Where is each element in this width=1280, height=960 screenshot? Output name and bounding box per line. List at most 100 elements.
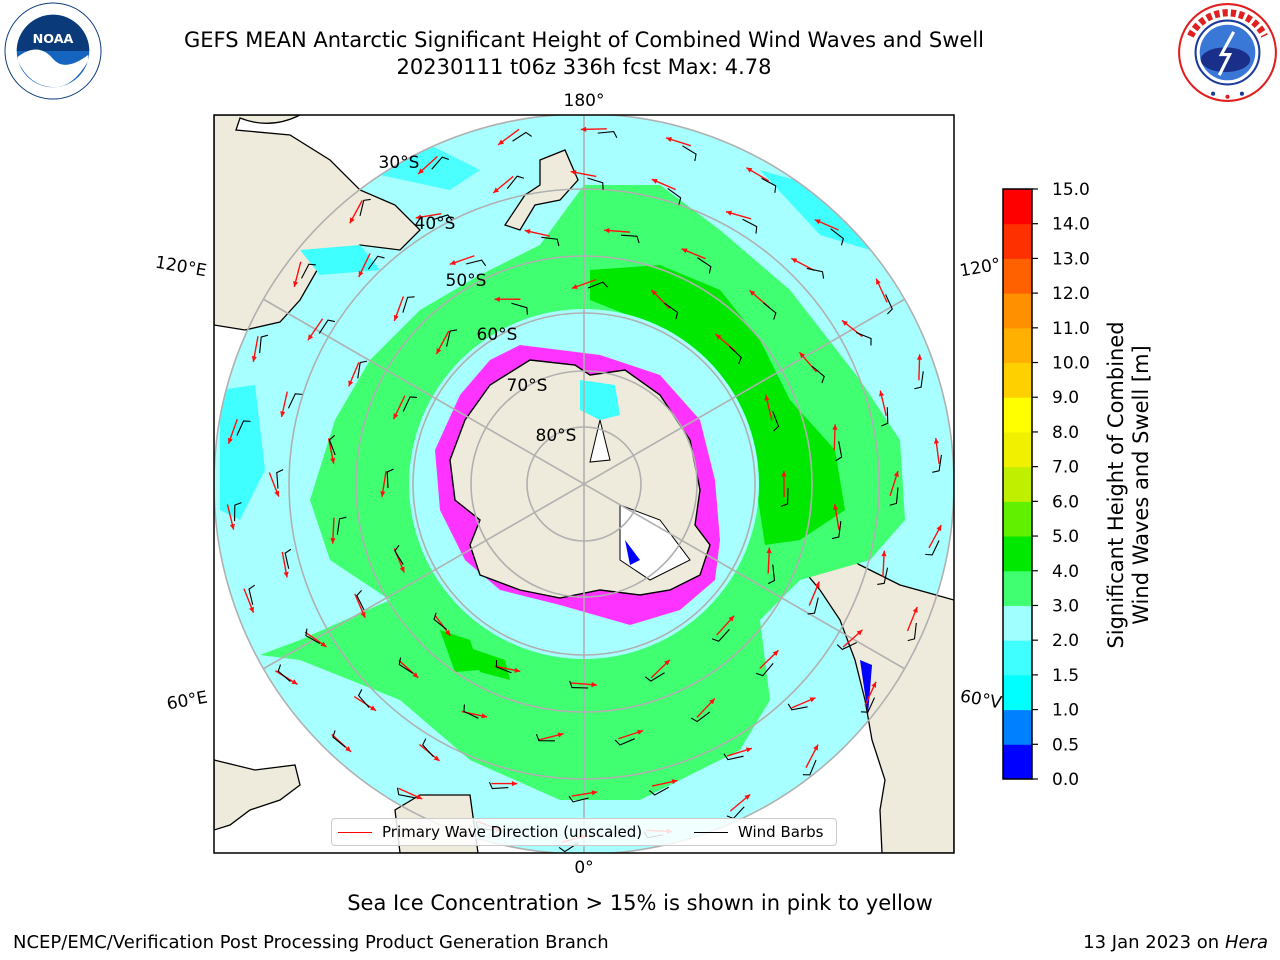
- colorbar-label-text: Significant Height of Combined Wind Wave…: [1104, 321, 1153, 649]
- wave-arrow-head: [671, 779, 678, 785]
- wind-barb: [667, 187, 682, 205]
- legend-item-wave-direction: Primary Wave Direction (unscaled): [338, 823, 642, 841]
- wind-barb: [541, 236, 560, 247]
- wave-arrow-head: [681, 248, 688, 254]
- wave-arrow-head: [481, 713, 488, 719]
- wave-arrow-head: [749, 290, 756, 296]
- colorbar-segment: [1003, 744, 1032, 780]
- wind-barb: [711, 629, 730, 642]
- wave-arrow-head: [293, 281, 299, 287]
- wind-barb: [811, 365, 825, 384]
- wave-arrow-head: [557, 732, 564, 738]
- colorbar-tick-label: 13.0: [1052, 249, 1090, 269]
- wind-barb: [885, 294, 893, 315]
- wave-arrow-head: [814, 581, 820, 588]
- wave-arrow-head: [307, 334, 314, 341]
- wave-arrow-head: [251, 356, 257, 362]
- wave-arrow-head: [580, 126, 587, 132]
- lon-label-120w: 120°: [958, 255, 1002, 282]
- wind-barb: [433, 612, 447, 630]
- wind-barb: [831, 520, 842, 540]
- colorbar: 0.0 0.5 1.0 1.5 2.0 3.0 4.0 5.0 6.0 7.0 8.0 9.0 10.0…: [1002, 180, 1090, 790]
- wave-arrow-head: [380, 491, 386, 497]
- wave-arrow-head: [791, 258, 798, 264]
- wind-barb: [614, 738, 635, 746]
- wind-barb: [356, 590, 365, 611]
- wind-barb: [398, 657, 413, 674]
- wave-arrow-head: [813, 744, 819, 751]
- wind-barb: [780, 487, 789, 507]
- wind-barb: [233, 502, 242, 522]
- wind-barb: [402, 296, 415, 313]
- colorbar-segment: [1003, 640, 1032, 676]
- colorbar-segment: [1003, 536, 1032, 572]
- colorbar-segment: [1003, 709, 1032, 745]
- wind-barb: [367, 255, 385, 270]
- wind-barb: [328, 434, 336, 456]
- wind-barb: [587, 281, 609, 289]
- wave-arrow-head: [715, 334, 722, 340]
- colorbar-tick-label: 3.0: [1052, 596, 1079, 616]
- wind-barb: [422, 738, 434, 758]
- wind-barb: [836, 642, 857, 651]
- wind-barb: [357, 689, 370, 708]
- wind-barb: [802, 759, 817, 776]
- wave-arrow-head: [449, 260, 456, 265]
- colorbar-segment: [1003, 362, 1032, 398]
- footer-date-text: 13 Jan 2023 on: [1083, 932, 1225, 953]
- lon-label-60w: 60°V: [959, 687, 1004, 714]
- wind-barb: [259, 334, 269, 354]
- wave-arrow-head: [728, 615, 735, 622]
- wave-arrow-head: [349, 217, 355, 224]
- wind-barb: [236, 420, 251, 436]
- wind-barb: [649, 786, 670, 796]
- lat-label-70s: 70°S: [507, 376, 548, 396]
- wind-barb: [664, 302, 679, 320]
- colorbar-segment: [1003, 501, 1032, 537]
- wind-barb: [535, 733, 555, 742]
- colorbar-tick-label: 11.0: [1052, 319, 1090, 339]
- lon-label-180: 180°: [564, 91, 605, 111]
- colorbar-tick-label: 1.5: [1052, 666, 1079, 686]
- wave-arrow-head: [772, 650, 779, 656]
- wind-barb: [729, 346, 742, 365]
- wave-arrow-head: [358, 270, 364, 277]
- wave-arrow-head: [876, 278, 881, 285]
- wave-arrow-head: [871, 681, 877, 688]
- wave-arrow-head: [393, 314, 399, 321]
- wave-arrow-head: [637, 729, 644, 735]
- legend-item-wind-barbs: Wind Barbs: [694, 823, 823, 841]
- wind-barb: [768, 564, 776, 585]
- wind-barb: [877, 567, 889, 585]
- wind-barb: [332, 730, 346, 748]
- wind-barb: [907, 622, 917, 642]
- wind-barb: [682, 145, 697, 162]
- wave-arrow-head: [764, 394, 770, 401]
- wave-arrow-head: [571, 284, 578, 290]
- sea-ice-note: Sea Ice Concentration > 15% is shown in …: [347, 891, 933, 915]
- wind-barb: [432, 214, 453, 221]
- colorbar-segment: [1003, 674, 1032, 711]
- wind-barb: [506, 175, 525, 190]
- wind-barb: [723, 753, 744, 761]
- wind-barb: [402, 396, 418, 412]
- wave-arrow-head: [651, 179, 658, 184]
- nws-logo: [1178, 3, 1277, 102]
- colorbar-segment: [1003, 258, 1032, 294]
- wind-barb: [761, 177, 777, 193]
- colorbar-tick-label: 10.0: [1052, 354, 1090, 374]
- colorbar-tick-label: 5.0: [1052, 527, 1079, 547]
- wave-arrow-head: [274, 490, 280, 497]
- wave-arrow-head: [433, 755, 440, 762]
- colorbar-tick-label: 4.0: [1052, 562, 1079, 582]
- colorbar-segment: [1003, 605, 1032, 641]
- wind-barb: [394, 545, 404, 565]
- wave-arrow-head: [330, 538, 336, 544]
- map-legend: Primary Wave Direction (unscaled) Wind B…: [331, 818, 837, 846]
- wind-barb: [386, 468, 394, 489]
- wave-arrow-head: [330, 457, 336, 464]
- wave-arrow-head: [744, 794, 751, 800]
- wave-arrow-head: [856, 629, 863, 636]
- wind-barb: [396, 787, 415, 799]
- lat-label-80s: 80°S: [536, 426, 577, 446]
